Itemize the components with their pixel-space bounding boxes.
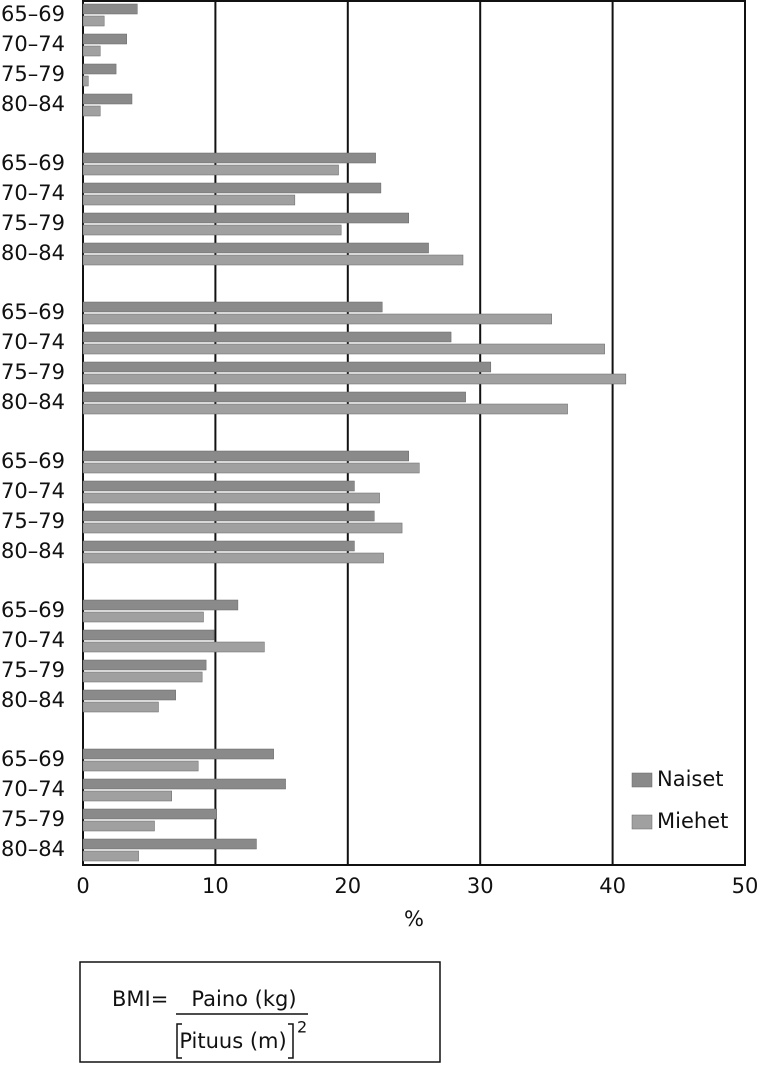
bar [82, 224, 342, 236]
bar [82, 343, 605, 355]
y-tick-label: 80–84 [1, 539, 65, 563]
bar [82, 75, 89, 87]
formula-box [79, 961, 441, 1063]
bar [82, 510, 375, 522]
bar [82, 850, 139, 862]
y-tick-label: 65–69 [1, 598, 65, 622]
bar [82, 391, 466, 403]
y-tick-label: 65–69 [1, 747, 65, 771]
y-tick-label: 75–79 [1, 509, 65, 533]
legend-label: Miehet [657, 809, 728, 833]
bar [82, 599, 239, 611]
bar [82, 182, 382, 194]
x-tick-label: 20 [334, 874, 361, 898]
bar [82, 93, 133, 105]
y-tick-label: 75–79 [1, 360, 65, 384]
bar [82, 659, 207, 671]
y-tick-label: 70–74 [1, 628, 65, 652]
bar [82, 254, 464, 266]
y-tick-label: 75–79 [1, 62, 65, 86]
formula-lhs: BMI= [112, 987, 168, 1011]
bar [82, 194, 296, 206]
legend-swatch [631, 772, 653, 788]
bar [82, 45, 101, 57]
y-tick-label: 70–74 [1, 777, 65, 801]
bar [82, 641, 265, 653]
formula-numerator: Paino (kg) [191, 987, 296, 1011]
x-tick-label: 0 [76, 874, 89, 898]
bar [82, 313, 552, 325]
brackets [176, 1023, 294, 1059]
y-tick-label: 75–79 [1, 658, 65, 682]
bar [82, 164, 339, 176]
bar [82, 540, 355, 552]
y-tick-label: 80–84 [1, 92, 65, 116]
y-tick-label: 75–79 [1, 211, 65, 235]
bar [82, 105, 101, 117]
bar [82, 212, 409, 224]
y-tick-label: 70–74 [1, 479, 65, 503]
formula-denominator: Pituus (m) [179, 1029, 286, 1053]
y-tick-label: 75–79 [1, 807, 65, 831]
bar [82, 760, 199, 772]
bar [82, 808, 217, 820]
bar [82, 63, 117, 75]
x-tick-label: 10 [202, 874, 229, 898]
bar [82, 790, 172, 802]
legend-label: Naiset [657, 767, 724, 791]
x-tick-label: 50 [732, 874, 759, 898]
bar [82, 373, 627, 385]
plot-frame [82, 0, 746, 866]
x-tick-label: 40 [599, 874, 626, 898]
bar [82, 301, 383, 313]
y-tick-label: 80–84 [1, 837, 65, 861]
bar [82, 820, 155, 832]
y-tick-label: 65–69 [1, 2, 65, 26]
formula-exponent: 2 [297, 1018, 307, 1037]
y-tick-label: 80–84 [1, 688, 65, 712]
y-tick-label: 70–74 [1, 181, 65, 205]
bar [82, 450, 409, 462]
y-tick-label: 65–69 [1, 449, 65, 473]
y-tick-label: 70–74 [1, 330, 65, 354]
bar [82, 480, 355, 492]
bar [82, 522, 403, 534]
y-tick-label: 70–74 [1, 32, 65, 56]
bar [82, 33, 127, 45]
bar [82, 689, 176, 701]
x-tick-label: 30 [467, 874, 494, 898]
bar [82, 778, 286, 790]
bar [82, 331, 452, 343]
legend-swatch [631, 814, 653, 830]
bar [82, 552, 384, 564]
bar [82, 629, 215, 641]
bar [82, 462, 420, 474]
bar [82, 361, 492, 373]
bar [82, 748, 274, 760]
y-tick-label: 65–69 [1, 300, 65, 324]
bar [82, 701, 159, 713]
x-axis-label: % [404, 907, 424, 931]
y-tick-label: 80–84 [1, 390, 65, 414]
bar [82, 838, 257, 850]
bar [82, 611, 204, 623]
bar [82, 492, 380, 504]
bar [82, 671, 203, 683]
bar [82, 403, 568, 415]
y-tick-label: 65–69 [1, 151, 65, 175]
bar [82, 152, 376, 164]
bar [82, 3, 138, 15]
y-tick-label: 80–84 [1, 241, 65, 265]
bar [82, 242, 429, 254]
bar [82, 15, 105, 27]
